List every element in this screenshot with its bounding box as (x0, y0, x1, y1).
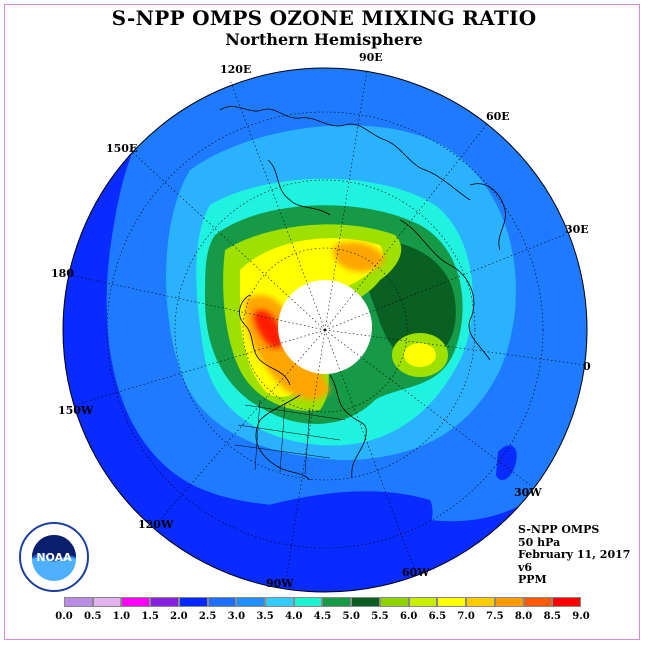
lon-label-90e: 90E (359, 51, 383, 64)
coastlines (219, 106, 506, 481)
colorbar-tick-label: 5.5 (371, 611, 389, 622)
colorbar-tick-label: 1.0 (112, 611, 131, 622)
colorbar-swatch (64, 597, 93, 607)
colorbar-swatch (466, 597, 495, 607)
page-frame (4, 4, 640, 640)
map-title: S-NPP OMPS OZONE MIXING RATIO (111, 6, 537, 30)
red-core (254, 310, 283, 349)
lon-label-180: 180 (51, 267, 74, 280)
colorbar-tick-label: 8.5 (543, 611, 561, 622)
orange-cell-north (333, 242, 385, 272)
colorbar-tick-label: 2.0 (170, 611, 188, 622)
colorbar-tick-label: 7.0 (457, 611, 475, 622)
colorbar-swatch (494, 597, 524, 607)
colorbar-tick-label: 9.0 (572, 611, 590, 622)
yellow-cell-east (404, 343, 436, 367)
colorbar-swatch (293, 597, 323, 607)
colorbar-tick-label: 8.0 (514, 611, 533, 622)
colorbar-tick-label: 2.5 (198, 611, 217, 622)
south-blue-band (250, 491, 433, 592)
units-label: PPM (518, 573, 547, 586)
colorbar-swatch (236, 597, 266, 607)
lon-label-60e: 60E (486, 110, 510, 123)
product-info: S-NPP OMPS 50 hPa February 11, 2017 v6 P… (518, 523, 631, 587)
colorbar-swatch (322, 597, 352, 607)
colorbar-tick-label: 4.0 (285, 611, 303, 622)
lon-label-30w: 30W (514, 486, 542, 499)
colorbar-tick-label: 6.5 (428, 611, 447, 622)
graticule (69, 69, 587, 588)
colorbar-swatch (351, 597, 380, 607)
instrument-label: S-NPP OMPS (518, 523, 600, 536)
atlantic-patch (496, 445, 517, 481)
colorbar-tick-label: 0.5 (84, 611, 102, 622)
colorbar-swatch (379, 597, 409, 607)
colorbar-swatch (523, 597, 553, 607)
colorbar-swatch (121, 597, 151, 607)
colorbar (64, 597, 581, 607)
lon-label-30e: 30E (565, 223, 589, 236)
colorbar-tick-label: 3.5 (256, 611, 274, 622)
colorbar-swatch (408, 597, 438, 607)
colorbar-tick-label: 4.5 (313, 611, 332, 622)
colorbar-tick-label: 6.0 (399, 611, 418, 622)
lon-label-120e: 120E (220, 63, 252, 76)
version-label: v6 (518, 560, 533, 574)
lon-label-90w: 90W (266, 577, 294, 590)
pressure-level-label: 50 hPa (518, 535, 561, 549)
us-state-lines (234, 399, 346, 475)
map-subtitle: Northern Hemisphere (225, 30, 423, 49)
colorbar-tick-label: 0.0 (55, 611, 73, 622)
lon-label-150e: 150E (106, 142, 138, 155)
colorbar-swatch (178, 597, 208, 607)
map-outline (62, 67, 588, 593)
logo-text: NOAA (36, 551, 72, 564)
lon-label-120w: 120W (138, 518, 174, 531)
lon-label-0: 0 (583, 360, 591, 373)
colorbar-swatch (265, 597, 294, 607)
noaa-logo: NOAA (19, 522, 89, 592)
colorbar-tick-label: 7.5 (486, 611, 504, 622)
polar-cap (278, 280, 372, 374)
lon-label-150w: 150W (58, 404, 94, 417)
colorbar-swatch (207, 597, 237, 607)
colorbar-tick-label: 3.0 (227, 611, 246, 622)
colorbar-tick-label: 5.0 (342, 611, 360, 622)
colorbar-tick-label: 1.5 (141, 611, 159, 622)
colorbar-swatch (150, 597, 179, 607)
colorbar-swatch (437, 597, 467, 607)
date-label: February 11, 2017 (518, 548, 631, 561)
colorbar-swatch (552, 597, 581, 607)
colorbar-swatch (92, 597, 122, 607)
lon-label-60w: 60W (402, 566, 430, 579)
